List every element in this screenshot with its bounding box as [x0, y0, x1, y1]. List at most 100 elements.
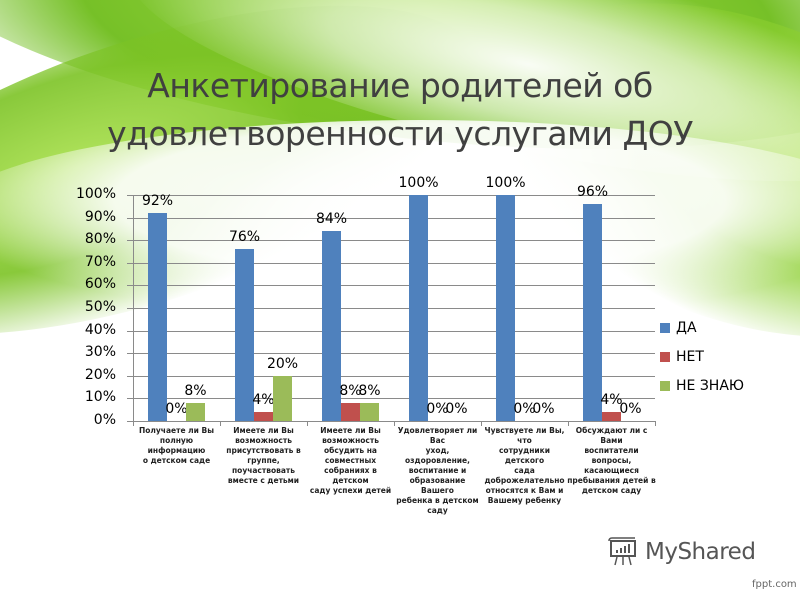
- x-category-label: Имеете ли Вы возможность обсудить на совмес…: [306, 426, 396, 496]
- gridline: [127, 376, 655, 377]
- gridline: [127, 398, 655, 399]
- x-category-label-line: собраниях в детском: [324, 466, 377, 485]
- x-category-label-line: группе, поучаствовать: [231, 456, 296, 475]
- bar-yes: [583, 204, 602, 421]
- bar-yes: [496, 195, 515, 421]
- data-label: 96%: [576, 184, 609, 201]
- x-tick-mark: [568, 421, 569, 426]
- bar-no: [602, 411, 621, 421]
- x-category-label-line: сотрудники детского: [498, 446, 551, 465]
- data-label: 76%: [228, 229, 261, 246]
- x-category-label-line: касающиеся: [584, 466, 639, 475]
- x-category-label: Получаете ли Вы полную информацию о детско…: [132, 426, 222, 466]
- x-category-label-line: Вашему ребенку: [487, 496, 562, 505]
- slide-title-line-1: Анкетирование родителей об: [147, 66, 653, 105]
- slide-title-line-2: удовлетворенности услугами ДОУ: [107, 114, 693, 153]
- data-label: 20%: [266, 355, 299, 372]
- bar-yes: [322, 231, 341, 421]
- x-category-label-line: Обсуждают ли с Вами: [575, 426, 648, 445]
- x-category-label-line: вместе с детьми: [227, 476, 300, 485]
- bar-no: [341, 402, 360, 421]
- y-tick-label: 80%: [84, 231, 116, 247]
- y-tick-label: 10%: [84, 389, 116, 405]
- x-tick-mark: [133, 421, 134, 426]
- legend-item-yes: ДА: [660, 313, 744, 342]
- data-label: 8%: [184, 382, 207, 399]
- data-label: 100%: [485, 175, 526, 191]
- y-tick-label: 90%: [84, 209, 116, 225]
- x-category-label-line: возможность: [322, 436, 379, 445]
- gridline: [127, 285, 655, 286]
- x-category-label-line: доброжелательно: [484, 476, 565, 485]
- legend-item-no: НЕТ: [660, 342, 744, 371]
- x-category-label-line: уход, оздоровление,: [405, 446, 470, 465]
- data-label: 4%: [252, 391, 275, 408]
- legend-swatch-icon: [660, 351, 670, 362]
- bar-dont-know: [186, 402, 205, 421]
- x-category-label-line: Имеете ли Вы: [233, 426, 294, 435]
- legend-label: ДА: [676, 319, 697, 336]
- x-category-label-line: совместных: [324, 456, 377, 465]
- x-category-label: Удовлетворяет ли Вас уход, оздоровление, в…: [393, 426, 483, 516]
- legend-label: НЕ ЗНАЮ: [676, 377, 745, 394]
- x-category-label-line: относятся к Вам и: [485, 486, 564, 495]
- bar-yes: [409, 195, 428, 421]
- x-category-label-line: Получаете ли Вы: [138, 426, 214, 435]
- data-label: 84%: [315, 211, 348, 228]
- presentation-board-icon: [608, 537, 636, 566]
- legend-swatch-icon: [660, 380, 670, 391]
- bar-no: [254, 411, 273, 421]
- x-category-label-line: ребенка в детском: [396, 496, 479, 505]
- bar-yes: [235, 249, 254, 421]
- x-category-label-line: саду: [427, 506, 448, 515]
- gridline: [127, 308, 655, 309]
- x-category-label-line: сада: [514, 466, 535, 475]
- bar-dont-know: [360, 402, 379, 421]
- watermark-brand: MyShared: [645, 539, 756, 565]
- x-tick-mark: [394, 421, 395, 426]
- data-label: 4%: [600, 391, 623, 408]
- y-tick-label: 100%: [75, 186, 116, 202]
- x-category-label-line: саду успехи детей: [309, 486, 392, 495]
- x-tick-mark: [481, 421, 482, 426]
- x-category-label-line: возможность: [235, 436, 292, 445]
- chart-legend: ДА НЕТ НЕ ЗНАЮ: [660, 313, 744, 400]
- x-category-label-line: полную информацию: [147, 436, 206, 455]
- data-label: 0%: [165, 401, 188, 417]
- data-label: 0%: [445, 401, 468, 417]
- gridline: [127, 353, 655, 354]
- watermark-myshared: MyShared: [607, 537, 756, 567]
- y-tick-label: 40%: [84, 322, 116, 338]
- x-tick-mark: [655, 421, 656, 426]
- x-tick-mark: [220, 421, 221, 426]
- data-label: 8%: [339, 382, 362, 399]
- x-category-label-line: о детском саде: [142, 456, 211, 465]
- data-label: 0%: [619, 401, 642, 417]
- data-label: 0%: [426, 401, 449, 417]
- x-category-label: Чувствуете ли Вы, что сотрудники детского…: [480, 426, 570, 506]
- x-category-label-line: воспитатели вопросы,: [584, 446, 639, 465]
- slide-title: Анкетирование родителей об удовлетворенн…: [0, 62, 800, 158]
- data-label: 8%: [358, 382, 381, 399]
- x-category-label-line: Чувствуете ли Вы, что: [484, 426, 565, 445]
- legend-swatch-icon: [660, 322, 670, 333]
- y-tick-label: 70%: [84, 254, 116, 270]
- x-category-label-line: воспитание и: [408, 466, 467, 475]
- legend-label: НЕТ: [676, 348, 704, 365]
- x-category-label-line: образование Вашего: [409, 476, 466, 495]
- x-category-label-line: Имеете ли Вы: [320, 426, 381, 435]
- gridline: [127, 421, 655, 422]
- footer-credit: fppt.com: [752, 579, 797, 590]
- y-tick-label: 50%: [84, 299, 116, 315]
- gridline: [127, 331, 655, 332]
- y-tick-label: 20%: [84, 367, 116, 383]
- gridline: [127, 218, 655, 219]
- data-label: 100%: [398, 175, 439, 191]
- x-category-label-line: Удовлетворяет ли Вас: [397, 426, 478, 445]
- data-label: 0%: [513, 401, 536, 417]
- x-category-label-line: обсудить на: [324, 446, 377, 455]
- gridline: [127, 195, 655, 196]
- bar-yes: [148, 213, 167, 421]
